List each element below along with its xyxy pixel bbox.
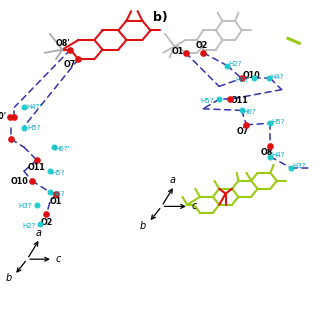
Text: O8: O8 [261,148,273,157]
Text: b): b) [153,11,168,24]
Text: O11: O11 [28,164,46,172]
Text: O10: O10 [11,177,29,186]
Text: O2: O2 [196,41,208,50]
Text: H3?: H3? [19,204,32,209]
Text: H2?: H2? [22,223,36,228]
Text: a: a [170,175,176,185]
Text: O7': O7' [64,60,79,69]
Text: H3?: H3? [292,164,306,169]
Text: H6?: H6? [243,109,256,115]
Text: O1: O1 [50,197,62,206]
Text: H4?': H4?' [26,104,41,110]
Text: O10': O10' [0,112,7,121]
Text: O1: O1 [172,47,184,56]
Text: O10: O10 [242,71,260,80]
Text: H4?: H4? [272,152,285,158]
Text: O7: O7 [237,127,249,136]
Text: H3?: H3? [236,77,249,83]
Text: O8': O8' [56,39,71,48]
Text: H5?: H5? [200,98,214,104]
Text: H5?: H5? [51,170,64,176]
Text: c: c [192,201,197,212]
Text: O2: O2 [40,218,52,227]
Text: b: b [5,273,12,284]
Text: H4?: H4? [51,191,64,196]
Text: a: a [36,228,41,238]
Text: H5?: H5? [272,119,285,124]
Text: O11: O11 [230,96,248,105]
Text: H5?: H5? [27,125,40,131]
Text: c: c [56,254,61,264]
Text: H2?: H2? [228,61,242,67]
Text: H4?: H4? [270,74,284,80]
Text: b: b [140,221,146,231]
Text: H6?': H6?' [55,146,70,152]
